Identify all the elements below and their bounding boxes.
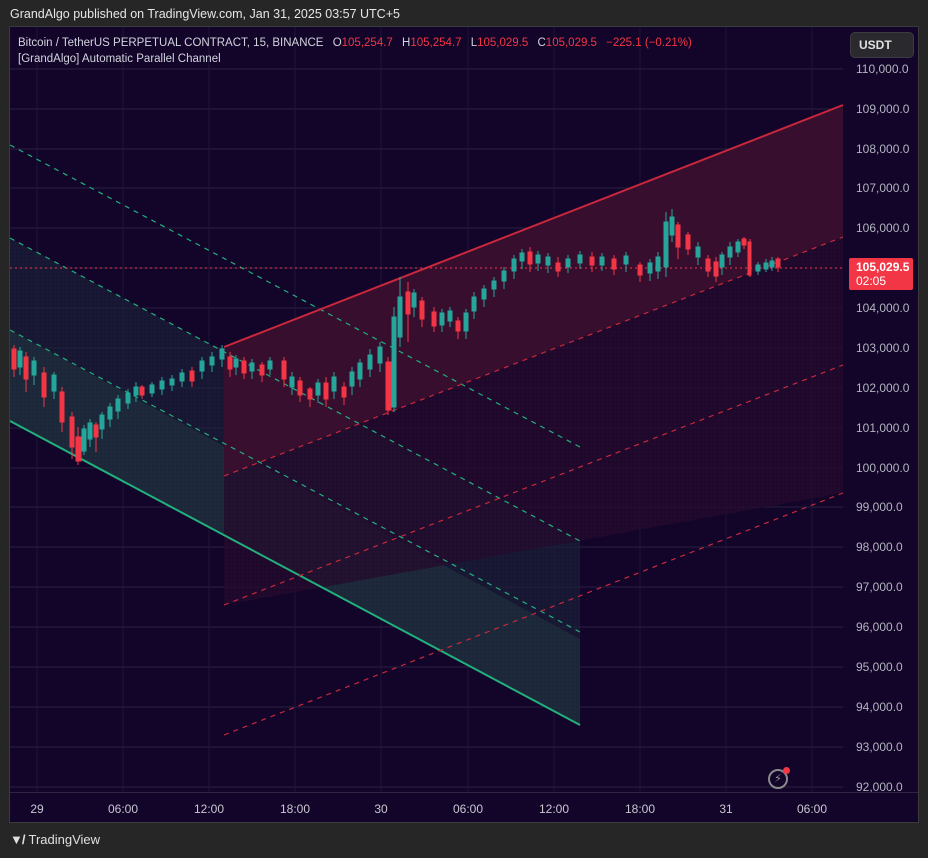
time-axis[interactable]: 29 06:00 12:00 18:00 30 06:00 12:00 18:0… (10, 792, 918, 823)
ascending-channel-dashes (223, 236, 844, 736)
price-tick: 109,000.0 (856, 102, 910, 116)
legend-row-ohlc: Bitcoin / TetherUS PERPETUAL CONTRACT, 1… (18, 35, 692, 51)
time-tick: 18:00 (624, 802, 656, 816)
time-tick: 06:00 (452, 802, 484, 816)
low-value: 105,029.5 (477, 37, 529, 49)
time-tick: 31 (719, 802, 733, 816)
time-tick: 06:00 (796, 802, 828, 816)
price-tick: 102,000.0 (856, 381, 910, 395)
open-key: O (332, 37, 342, 49)
price-tick: 103,000.0 (856, 341, 910, 355)
price-tick: 95,000.0 (856, 660, 903, 674)
price-tick: 100,000.0 (856, 461, 910, 475)
price-tick: 106,000.0 (856, 221, 910, 235)
alert-bolt-icon[interactable]: ⚡ (768, 767, 790, 789)
symbol-name[interactable]: Bitcoin / TetherUS PERPETUAL CONTRACT, 1… (18, 37, 324, 49)
last-price-value: 105,029.5 (856, 260, 910, 274)
currency-button[interactable]: USDT (850, 32, 914, 58)
close-value: 105,029.5 (545, 37, 597, 49)
price-tick: 107,000.0 (856, 181, 910, 195)
indicator-name[interactable]: [GrandAlgo] Automatic Parallel Channel (18, 53, 221, 65)
price-tick: 101,000.0 (856, 421, 910, 435)
price-tick: 92,000.0 (856, 780, 903, 794)
symbol-legend: Bitcoin / TetherUS PERPETUAL CONTRACT, 1… (18, 35, 692, 67)
bar-countdown: 02:05 (856, 274, 887, 288)
time-tick: 29 (30, 802, 44, 816)
price-tick: 94,000.0 (856, 700, 903, 714)
time-tick: 12:00 (193, 802, 225, 816)
price-tick: 99,000.0 (856, 500, 903, 514)
tradingview-logo-icon: ▼/ (10, 832, 26, 847)
publish-info: GrandAlgo published on TradingView.com, … (10, 7, 400, 21)
candles (11, 209, 781, 465)
price-tick: 104,000.0 (856, 301, 910, 315)
price-tick: 93,000.0 (856, 740, 903, 754)
open-value: 105,254.7 (341, 37, 393, 49)
high-value: 105,254.7 (410, 37, 462, 49)
high-key: H (402, 37, 411, 49)
change-value: −225.1 (−0.21%) (606, 37, 692, 49)
time-tick: 06:00 (107, 802, 139, 816)
notification-dot (783, 767, 790, 774)
tradingview-logo[interactable]: ▼/ TradingView (10, 832, 100, 847)
ascending-channel-fill (224, 105, 843, 476)
chart-pane[interactable]: Bitcoin / TetherUS PERPETUAL CONTRACT, 1… (9, 26, 919, 823)
ascending-channel-upper (223, 104, 844, 348)
price-tick: 110,000.0 (856, 62, 909, 76)
descending-channel-lower (10, 420, 581, 726)
tradingview-logo-text: TradingView (28, 832, 101, 847)
price-tick: 98,000.0 (856, 540, 903, 554)
price-tick: 108,000.0 (856, 142, 910, 156)
time-tick: 18:00 (279, 802, 311, 816)
price-chart[interactable] (10, 27, 918, 822)
last-price-badge: 105,029.5 02:05 (849, 258, 913, 290)
price-tick: 97,000.0 (856, 580, 903, 594)
low-key: L (470, 37, 478, 49)
descending-channel-dashes (10, 144, 581, 633)
time-tick: 12:00 (538, 802, 570, 816)
time-tick: 30 (374, 802, 388, 816)
price-tick: 96,000.0 (856, 620, 903, 634)
close-key: C (537, 37, 546, 49)
